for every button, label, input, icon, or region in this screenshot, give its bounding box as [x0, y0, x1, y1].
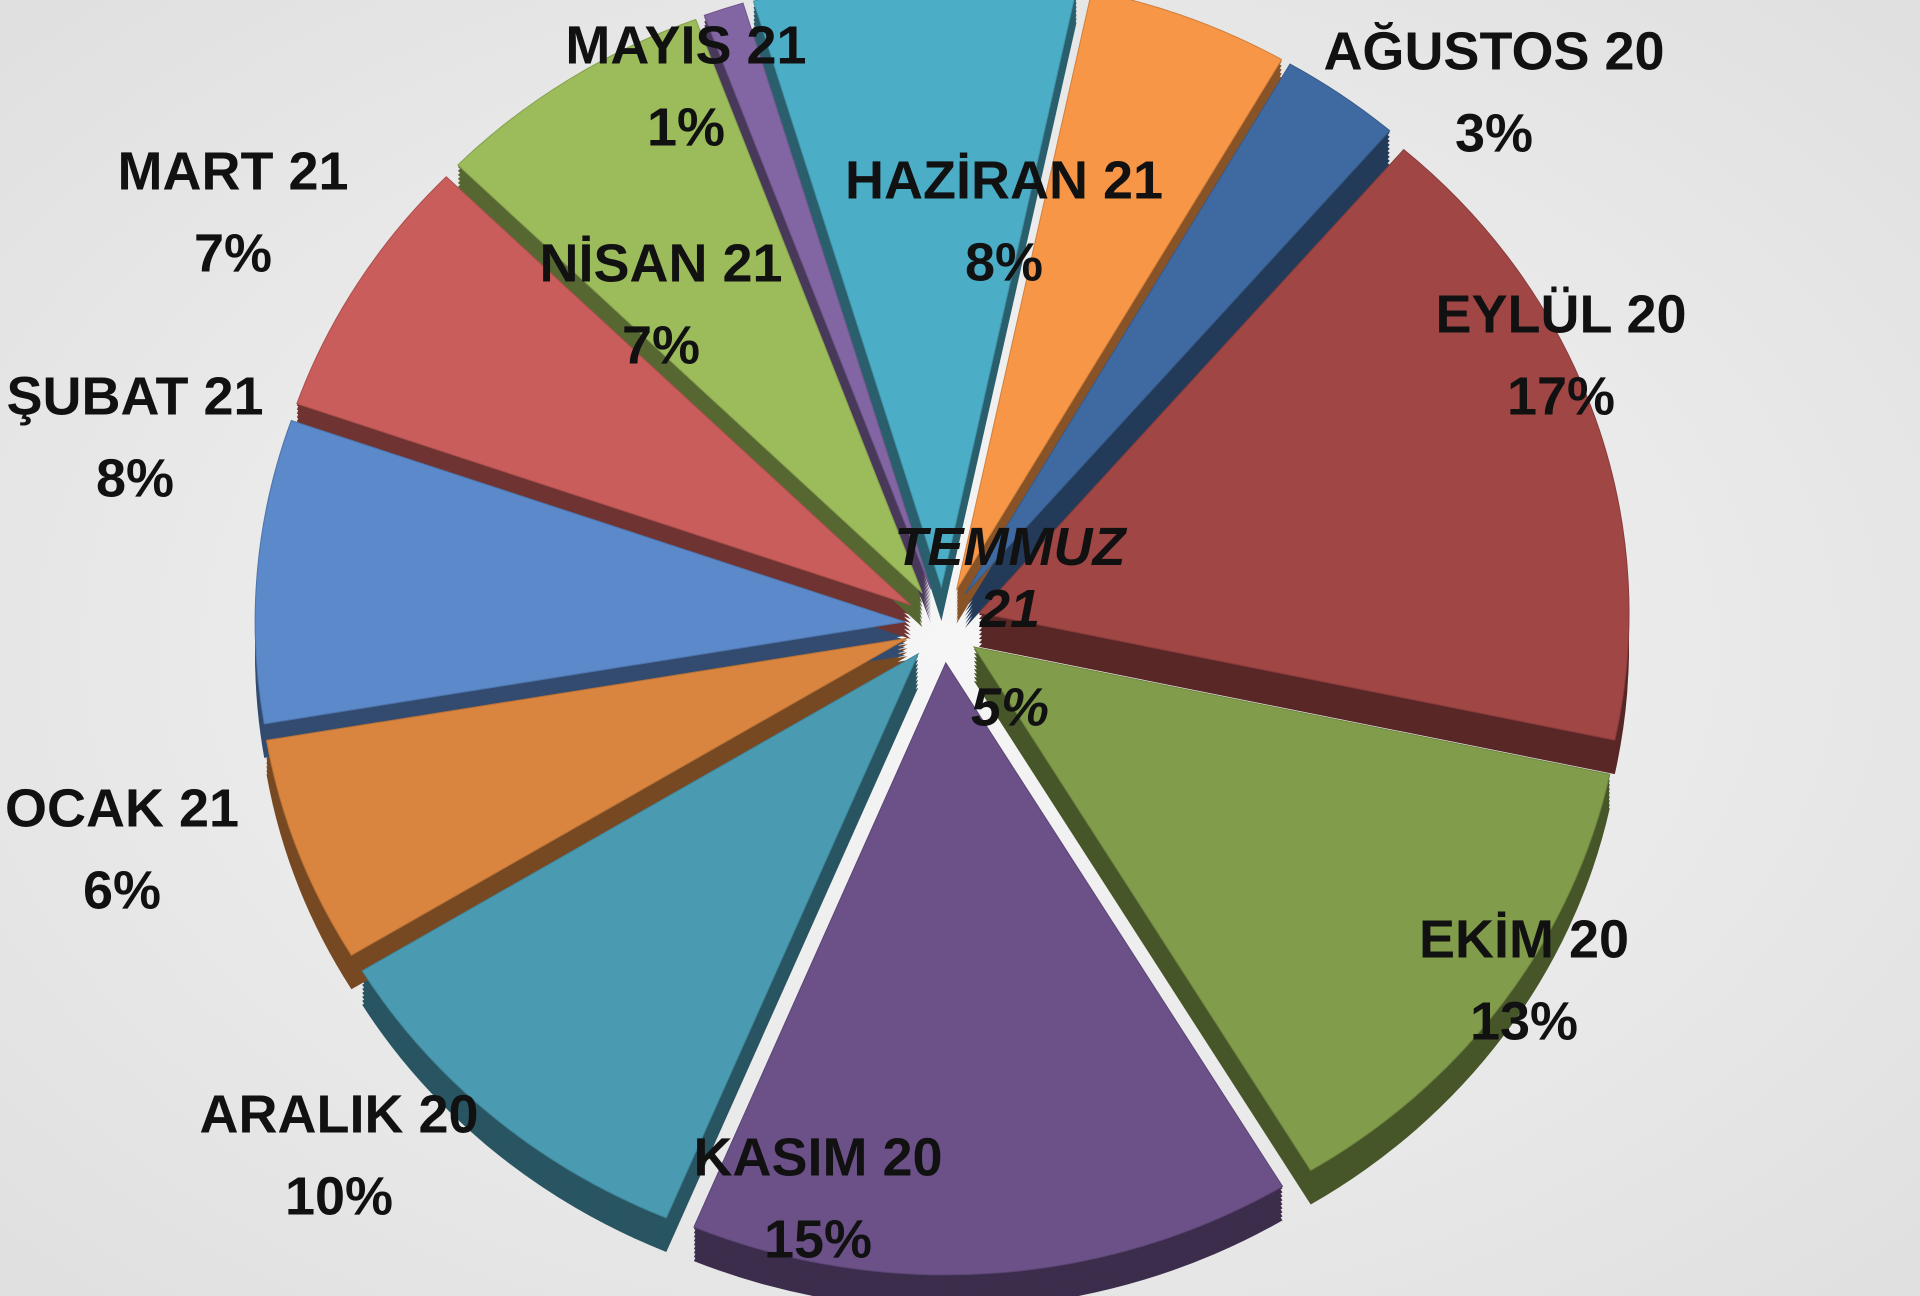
slice-value-label: 6% [83, 860, 161, 920]
slice [972, 646, 1611, 1172]
slice-label: ŞUBAT 21 [6, 366, 263, 426]
slice-label: HAZİRAN 21 [845, 150, 1163, 210]
slice-value-label: 13% [1470, 991, 1578, 1051]
slice [254, 419, 906, 725]
slice [956, 0, 1283, 590]
slice-value-label: 7% [622, 315, 700, 375]
slice-label: AĞUSTOS 20 [1323, 21, 1664, 81]
slice [978, 148, 1630, 741]
slice-label: EKİM 20 [1419, 909, 1629, 969]
slice-label: MART 21 [117, 141, 348, 201]
slice-label: OCAK 21 [5, 778, 239, 838]
slice-layer [254, 0, 1630, 1276]
slice-value-label: 15% [764, 1209, 872, 1269]
slice-value-label: 17% [1507, 366, 1615, 426]
slice-value-label: 8% [965, 232, 1043, 292]
slice [457, 18, 923, 594]
slice [296, 176, 912, 606]
label-layer: AĞUSTOS 20 3% EYLÜL 20 17% EKİM 20 13% KASIM 2… [5, 15, 1687, 1269]
slice-value-label: 10% [285, 1166, 393, 1226]
slice [361, 652, 920, 1219]
slice [693, 661, 1284, 1276]
slice-label: EYLÜL 20 [1435, 284, 1686, 344]
slice-value-label: 5% [971, 677, 1049, 737]
slice-label: MAYIS 21 [565, 15, 806, 75]
slice-label: NİSAN 21 [539, 233, 782, 293]
slice [265, 637, 908, 956]
slice-label: TEMMUZ 21 [895, 517, 1128, 639]
slice [752, 0, 1075, 589]
slice-value-label: 7% [194, 223, 272, 283]
slice-label: KASIM 20 [693, 1127, 942, 1187]
slice [703, 2, 932, 590]
slice-value-label: 8% [96, 448, 174, 508]
slice-label: ARALIK 20 [199, 1084, 478, 1144]
slice-value-label: 3% [1455, 103, 1533, 163]
slice [964, 63, 1391, 595]
slice-value-label: 1% [647, 97, 725, 157]
